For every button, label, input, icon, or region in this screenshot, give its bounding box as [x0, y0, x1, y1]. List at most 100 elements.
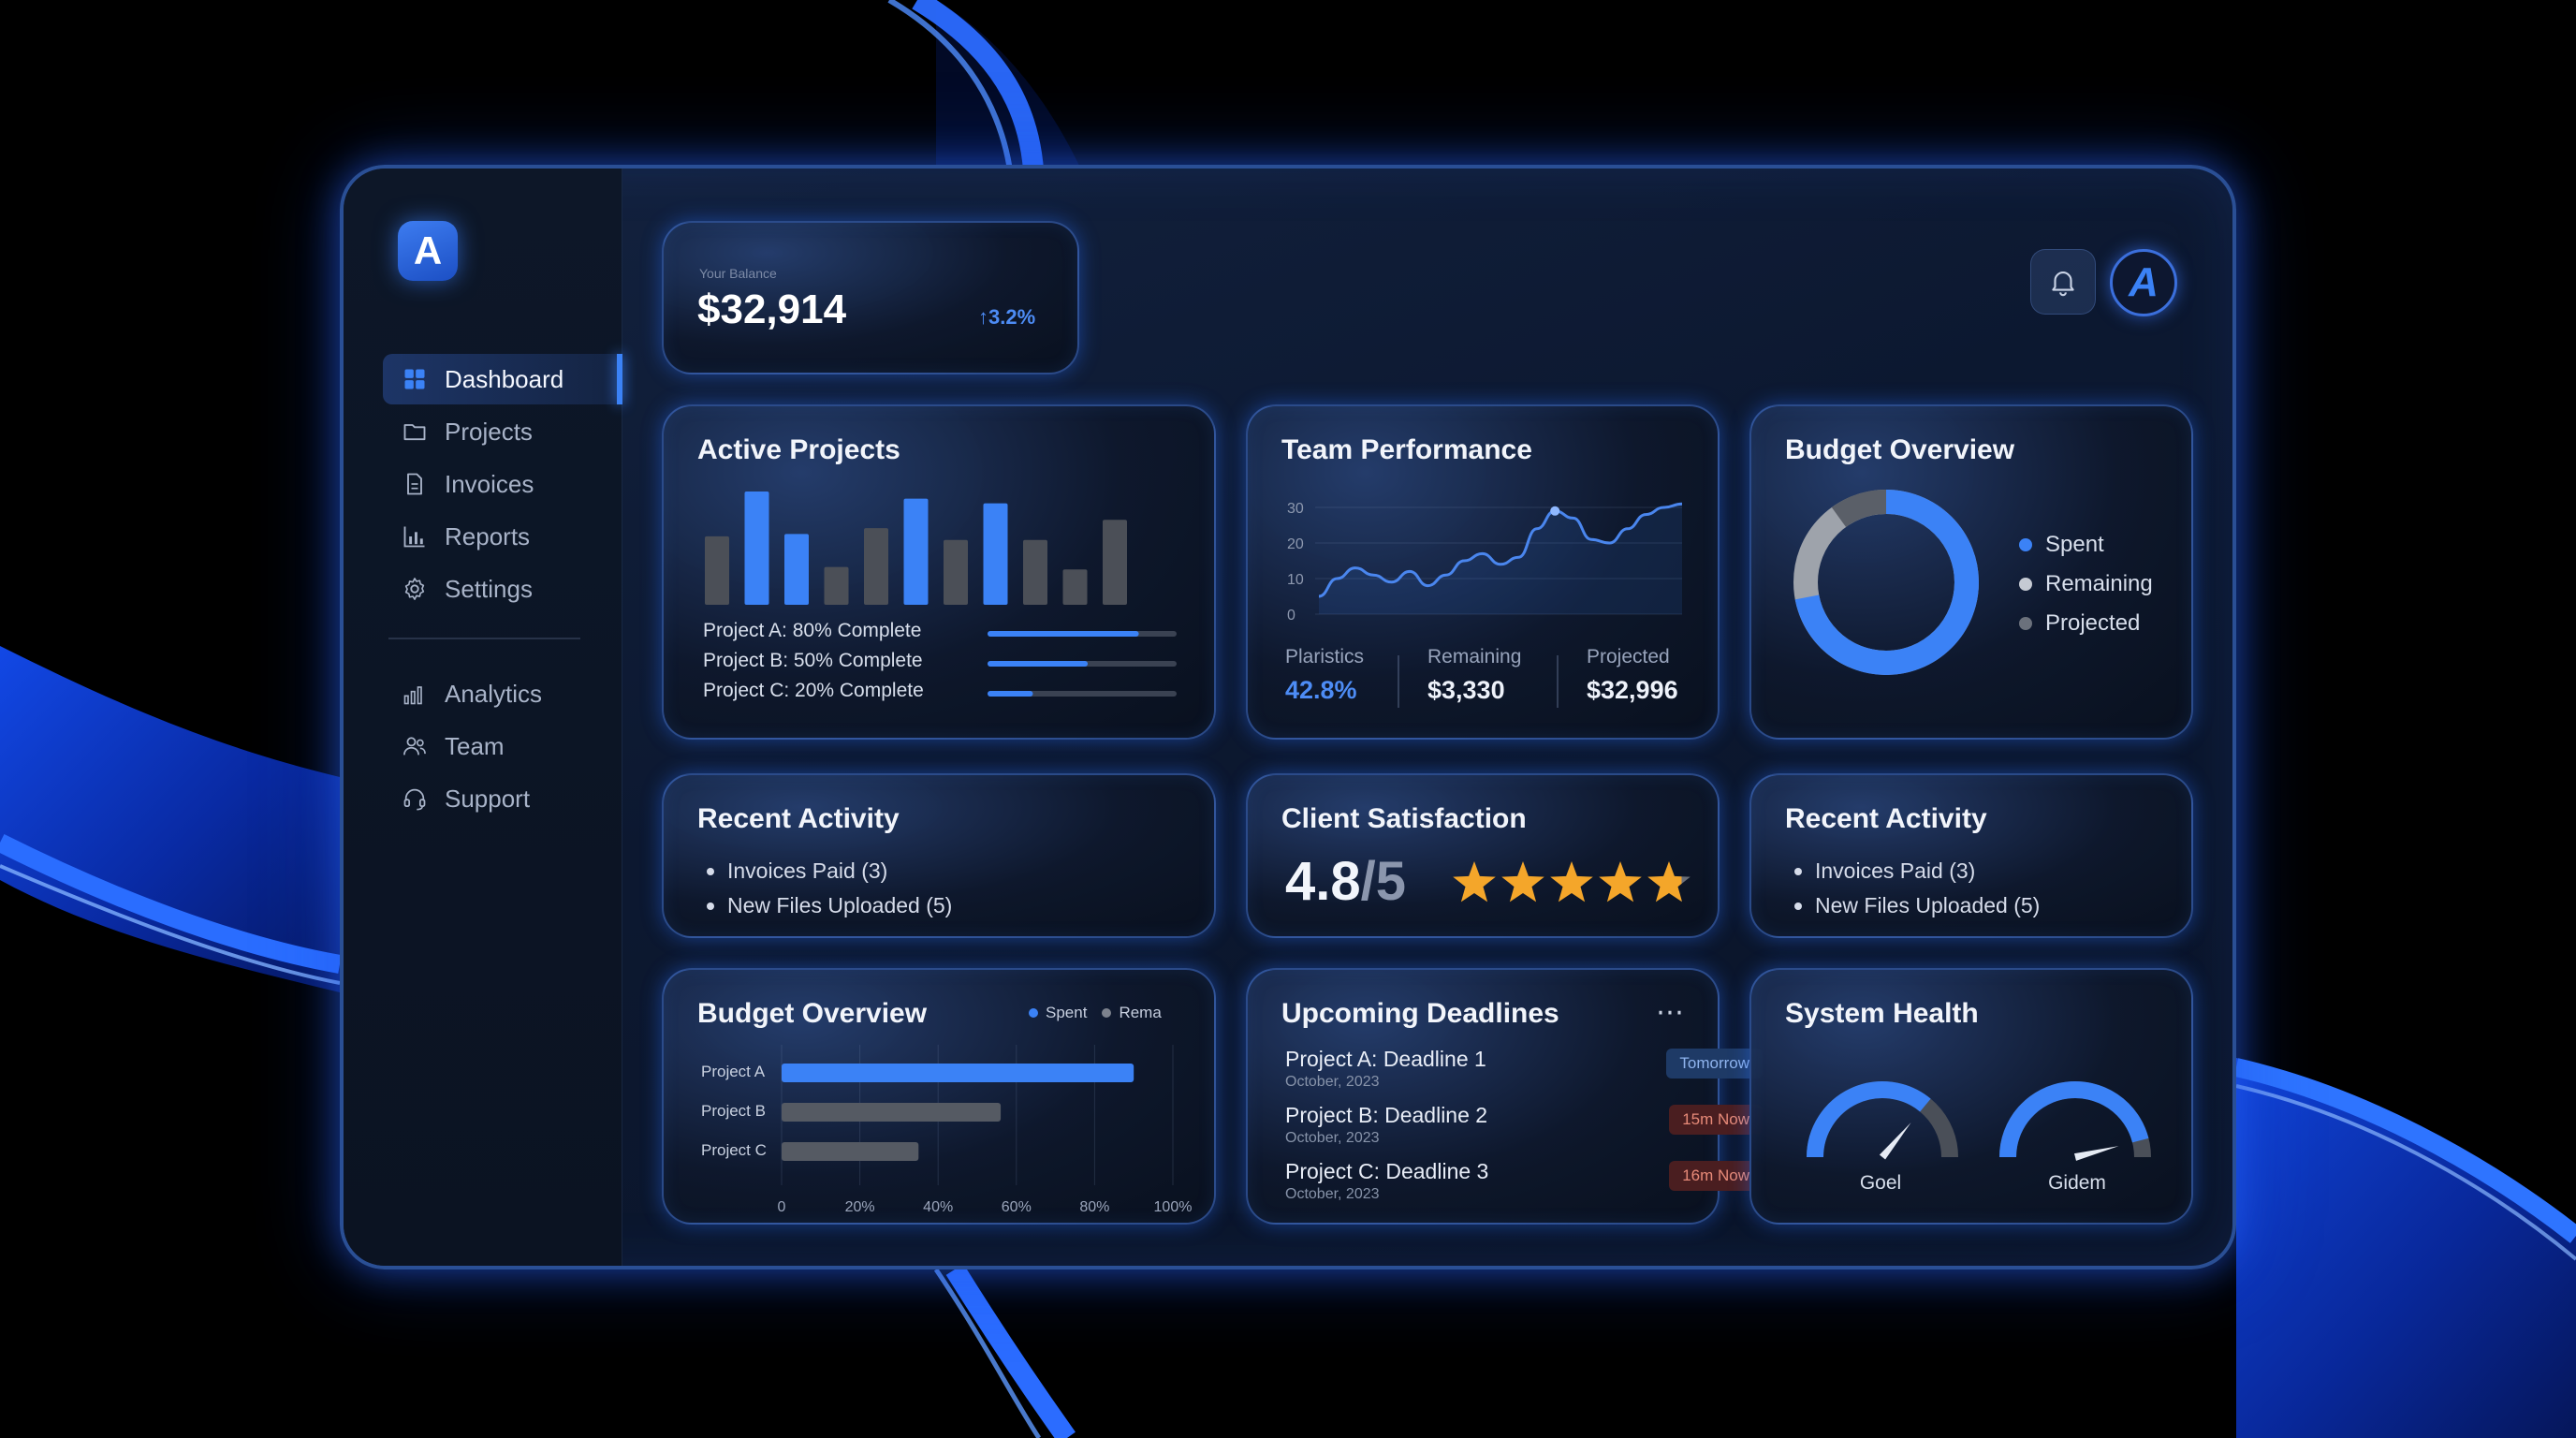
project-bar [705, 536, 729, 605]
balance-card: Your Balance $32,914 ↑3.2% [662, 221, 1079, 374]
sidebar-item-label: Invoices [445, 469, 534, 498]
legend-label: Spent [1046, 1004, 1088, 1021]
score-value: 4.8 [1285, 851, 1361, 912]
avatar-letter: A [2129, 259, 2159, 305]
category-label: Project C [701, 1141, 767, 1159]
category-label: Project A [701, 1063, 766, 1080]
legend-dot [2019, 538, 2032, 551]
activity-list: Invoices Paid (3) New Files Uploaded (5) [701, 854, 952, 923]
analytics-icon [403, 686, 422, 705]
sidebar-item-support[interactable]: Support [383, 773, 622, 824]
star-rating [1453, 861, 1690, 902]
deadline-date: October, 2023 [1285, 1074, 1380, 1090]
legend-spent: Spent [1029, 1004, 1087, 1022]
budget-overview-bars-card: Budget Overview Spent Rema 0 20% 40% 60% 80%… [662, 968, 1216, 1225]
legend-label: Projected [2045, 610, 2141, 636]
x-tick-label: 80% [1079, 1199, 1109, 1215]
x-tick-label: 100% [1154, 1199, 1193, 1215]
sidebar-item-projects[interactable]: Projects [383, 406, 622, 457]
stat-value: $32,996 [1587, 676, 1678, 704]
list-item: New Files Uploaded (5) [701, 888, 952, 923]
sidebar-item-team[interactable]: Team [383, 721, 622, 771]
project-a-label: Project A: 80% Complete [703, 620, 922, 641]
deadline-row[interactable]: Project A: Deadline 1 October, 2023 Tomo… [1285, 1047, 1763, 1091]
line-area [1319, 504, 1682, 614]
legend-spent: Spent [2019, 532, 2104, 558]
y-tick-label: 10 [1287, 572, 1304, 588]
stat-projected: Projected $32,996 [1587, 646, 1678, 705]
balance-change: ↑3.2% [978, 305, 1036, 329]
star-icon [1550, 861, 1593, 902]
deadline-title: Project C: Deadline 3 [1285, 1159, 1489, 1183]
legend-projected: Projected [2019, 610, 2140, 637]
budget-donut-chart [1793, 490, 1979, 675]
gauge-fill [1999, 1081, 2149, 1158]
deadline-row[interactable]: Project C: Deadline 3 October, 2023 16m … [1285, 1159, 1763, 1203]
peak-marker [1550, 506, 1560, 516]
category-label: Project B [701, 1102, 766, 1120]
deadline-date: October, 2023 [1285, 1186, 1380, 1202]
legend-dot [1102, 1008, 1112, 1018]
performance-line [1318, 502, 1683, 598]
active-projects-card: Active Projects Project A: 80% Complete … [662, 404, 1216, 740]
gauge-fill [1807, 1081, 1931, 1158]
folder-icon [403, 424, 426, 441]
team-icon [403, 737, 426, 756]
budget-bar [782, 1103, 1002, 1122]
x-tick-label: 40% [923, 1199, 953, 1215]
gear-icon [404, 578, 425, 600]
stat-label: Plaristics [1285, 646, 1365, 668]
sidebar-item-label: Dashboard [445, 364, 564, 393]
logo-letter: A [413, 228, 443, 272]
deadline-badge: 15m Now [1669, 1105, 1763, 1135]
stat-divider [1398, 655, 1399, 708]
document-icon [407, 473, 422, 495]
sidebar-item-label: Support [445, 784, 531, 813]
project-bar [864, 528, 888, 605]
stat-remaining: Remaining $3,330 [1427, 646, 1521, 705]
progress-fill [988, 661, 1089, 667]
sidebar-item-invoices[interactable]: Invoices [383, 459, 622, 509]
grid-icon [404, 369, 425, 389]
satisfaction-score: 4.8/5 [1285, 850, 1406, 913]
sidebar-item-analytics[interactable]: Analytics [383, 668, 622, 719]
x-tick-label: 0 [778, 1199, 786, 1215]
legend-remaining: Remaining [2019, 571, 2153, 597]
legend-dot [2019, 578, 2032, 591]
sidebar-item-dashboard[interactable]: Dashboard [383, 354, 622, 404]
legend-label: Spent [2045, 532, 2104, 557]
active-projects-chart [705, 492, 1177, 697]
project-bar [903, 498, 929, 605]
budget-bar [782, 1064, 1134, 1082]
star-icon [1453, 861, 1496, 902]
star-icon [1599, 861, 1642, 902]
budget-overview-donut-card: Budget Overview Spent Remaining Projecte… [1749, 404, 2193, 740]
donut-spent-segment [1793, 490, 1979, 675]
user-avatar[interactable]: A [2110, 249, 2177, 316]
recent-activity-card: Recent Activity Invoices Paid (3) New Fi… [662, 773, 1216, 938]
list-item: New Files Uploaded (5) [1789, 888, 2040, 923]
sidebar-item-label: Team [445, 731, 505, 760]
card-title: System Health [1785, 998, 1979, 1029]
deadline-date: October, 2023 [1285, 1130, 1380, 1146]
sidebar-item-settings[interactable]: Settings [383, 564, 622, 614]
notifications-button[interactable] [2030, 249, 2096, 315]
more-options-icon[interactable]: ⋯ [1656, 997, 1686, 1028]
project-b-label: Project B: 50% Complete [703, 650, 923, 671]
project-bar [1062, 569, 1088, 605]
y-tick-label: 0 [1287, 608, 1295, 624]
deadline-row[interactable]: Project B: Deadline 2 October, 2023 15m … [1285, 1103, 1763, 1147]
card-title: Active Projects [697, 434, 900, 465]
app-logo[interactable]: A [398, 221, 458, 281]
bar-chart-icon [403, 526, 425, 548]
sidebar-item-reports[interactable]: Reports [383, 511, 622, 562]
stat-value: $3,330 [1427, 676, 1505, 704]
legend-label: Remaining [2045, 571, 2153, 596]
star-icon [1501, 861, 1544, 902]
recent-activity-card-2: Recent Activity Invoices Paid (3) New Fi… [1749, 773, 2193, 938]
score-out-of: /5 [1360, 851, 1407, 912]
deadline-title: Project B: Deadline 2 [1285, 1103, 1488, 1127]
star-icon [1647, 861, 1690, 902]
project-bar [983, 503, 1008, 605]
dashboard-window: A Dashboard Projects Invoices Reports Se… [340, 165, 2236, 1269]
